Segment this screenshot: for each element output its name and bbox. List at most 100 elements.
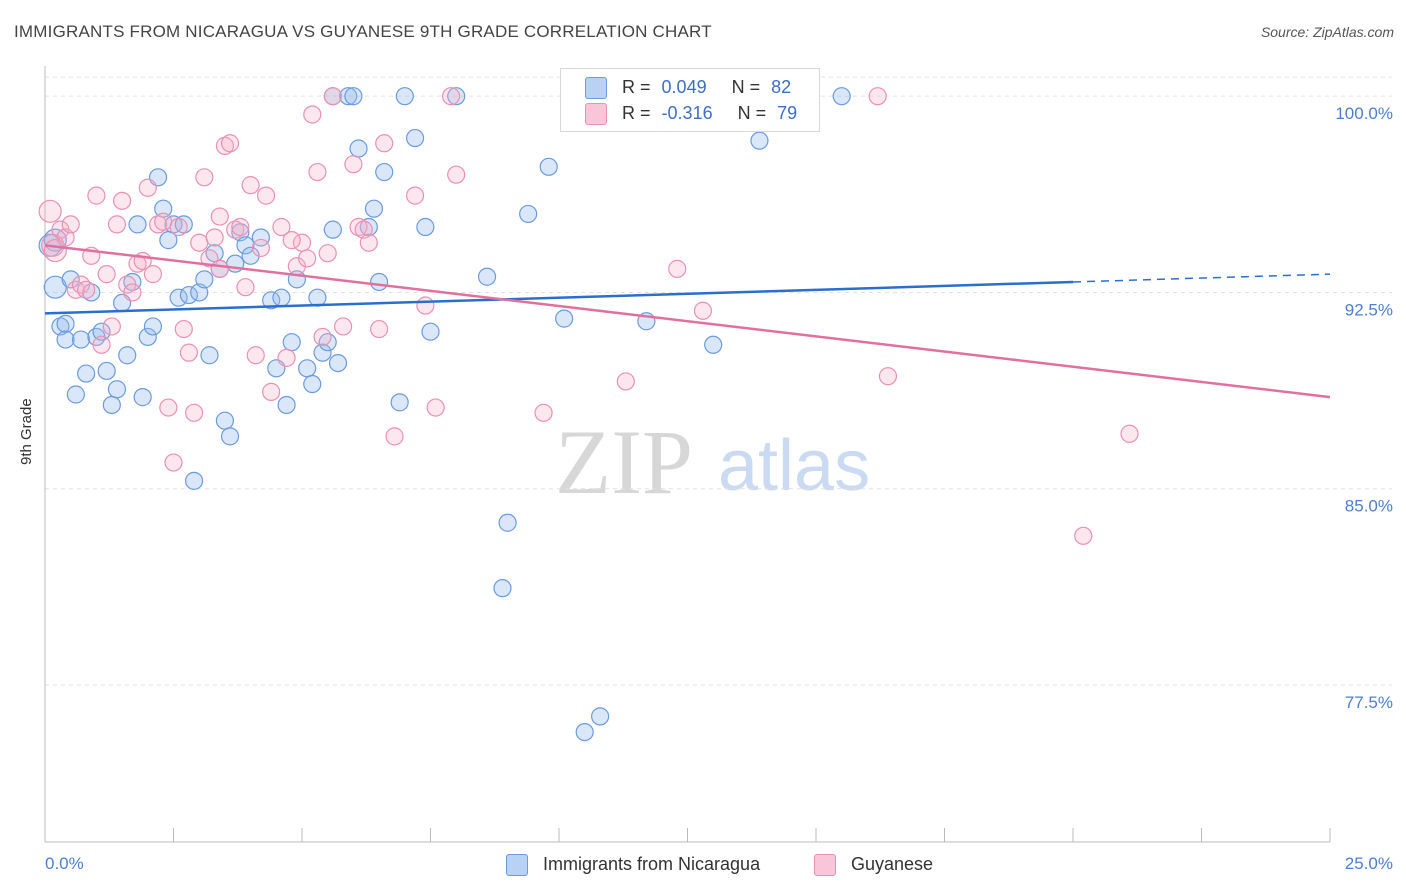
legend-row-nicaragua: R = 0.049 N = 82: [585, 75, 791, 100]
nicaragua-legend-swatch: [506, 854, 528, 877]
nicaragua-point: [272, 288, 291, 307]
nicaragua-point: [447, 87, 466, 106]
stats-legend: R = 0.049 N = 82 R = -0.316 N = 79: [560, 68, 820, 132]
x-tick-label: 0.0%: [45, 854, 84, 873]
guyanese-point: [226, 220, 245, 239]
nicaragua-point: [519, 204, 538, 224]
guyanese-point: [375, 134, 394, 153]
guyanese-point: [190, 233, 209, 252]
legend-r-label: R =: [622, 103, 651, 123]
guyanese-point: [256, 186, 276, 205]
nicaragua-point: [164, 215, 183, 234]
guyanese-point: [668, 259, 687, 278]
guyanese-point: [164, 453, 183, 472]
legend-label-guyanese: Guyanese: [851, 854, 934, 874]
nicaragua-point: [477, 267, 497, 286]
nicaragua-point: [364, 199, 384, 218]
guyanese-point: [868, 87, 887, 106]
guyanese-point: [616, 372, 635, 391]
nicaragua-point: [555, 309, 574, 328]
y-tick-label: 77.5%: [1345, 693, 1393, 712]
y-tick-label: 100.0%: [1335, 104, 1393, 123]
nicaragua-point: [56, 330, 75, 349]
guyanese-legend-swatch: [814, 854, 836, 877]
guyanese-point: [1120, 424, 1139, 443]
guyanese-point: [112, 191, 132, 210]
guyanese-point: [303, 105, 322, 124]
guyanese-point: [334, 317, 353, 336]
guyanese-point: [38, 199, 62, 223]
guyanese-point: [107, 215, 127, 234]
nicaragua-point: [133, 388, 152, 407]
guyanese-point: [313, 327, 332, 347]
nicaragua-point: [107, 380, 127, 399]
nicaragua-point: [236, 236, 255, 255]
chart-title: IMMIGRANTS FROM NICARAGUA VS GUYANESE 9T…: [14, 22, 712, 41]
nicaragua-point: [395, 87, 414, 106]
guyanese-point: [77, 280, 96, 299]
guyanese-point: [179, 343, 199, 362]
guyanese-point: [349, 217, 368, 237]
legend-item-guyanese: Guyanese: [814, 852, 934, 877]
guyanese-point: [92, 335, 111, 354]
guyanese-point: [251, 238, 270, 258]
guyanese-point: [693, 301, 713, 320]
nicaragua-point: [251, 228, 270, 247]
guyanese-point: [441, 87, 461, 106]
nicaragua-point: [591, 707, 610, 726]
guyanese-point: [241, 176, 260, 195]
guyanese-point: [87, 186, 106, 205]
nicaragua-point: [303, 374, 322, 394]
guyanese-point: [61, 215, 80, 234]
guyanese-point: [143, 265, 163, 284]
guyanese-point: [138, 178, 157, 197]
nicaragua-point: [138, 327, 157, 347]
guyanese-point: [71, 275, 91, 294]
nicaragua-point: [200, 346, 219, 365]
nicaragua-point: [832, 87, 851, 106]
guyanese-point: [205, 228, 224, 247]
nicaragua-point: [215, 411, 234, 430]
guyanese-point: [385, 427, 404, 446]
y-tick-label: 85.0%: [1345, 497, 1393, 516]
guyanese-point: [154, 212, 173, 231]
nicaragua-point: [262, 291, 281, 310]
x-tick-label: 25.0%: [1345, 854, 1393, 873]
nicaragua-point: [184, 471, 204, 490]
guyanese-point: [215, 136, 234, 155]
nicaragua-point: [421, 322, 440, 341]
guyanese-point: [210, 259, 229, 278]
legend-r-label: R =: [622, 77, 651, 97]
guyanese-point: [174, 319, 193, 339]
nicaragua-point: [174, 215, 193, 234]
nicaragua-point: [169, 288, 188, 307]
nicaragua-point: [56, 314, 75, 333]
legend-row-guyanese: R = -0.316 N = 79: [585, 101, 797, 126]
legend-n-label: N =: [731, 77, 761, 97]
guyanese-point: [102, 317, 121, 336]
nicaragua-point: [102, 395, 121, 415]
nicaragua-trendline-extension: [1072, 273, 1331, 283]
guyanese-point: [318, 244, 337, 263]
nicaragua-point: [77, 364, 96, 383]
guyanese-point: [308, 162, 327, 182]
watermark-zip: ZIP: [555, 411, 693, 513]
nicaragua-trendline: [44, 280, 1074, 315]
nicaragua-point: [220, 427, 240, 446]
nicaragua-point: [277, 395, 296, 415]
nicaragua-point: [66, 385, 85, 404]
guyanese-point: [344, 155, 363, 174]
nicaragua-point: [375, 162, 394, 182]
nicaragua-point: [118, 346, 137, 365]
legend-item-nicaragua: Immigrants from Nicaragua: [506, 852, 761, 877]
y-axis-label: 9th Grade: [18, 398, 35, 465]
guyanese-point: [277, 348, 296, 367]
nicaragua-point: [282, 333, 301, 352]
legend-label-nicaragua: Immigrants from Nicaragua: [543, 854, 761, 874]
guyanese-swatch: [585, 103, 607, 126]
guyanese-point: [262, 382, 281, 401]
nicaragua-point: [97, 361, 116, 381]
guyanese-point: [210, 207, 229, 226]
guyanese-point: [220, 134, 240, 153]
